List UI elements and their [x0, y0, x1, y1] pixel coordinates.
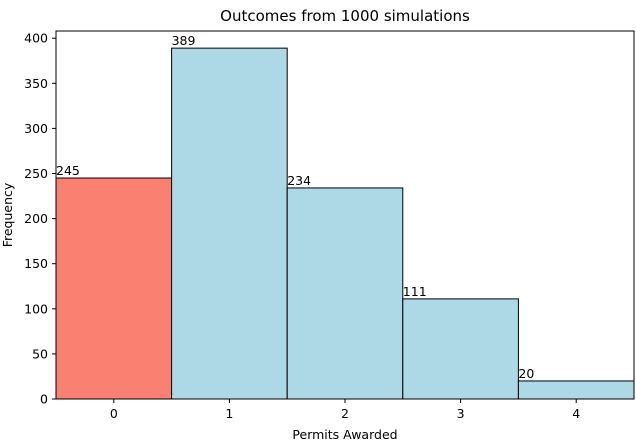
data-label-4: 20 — [518, 366, 534, 381]
bar-2 — [286, 187, 404, 400]
bar-1 — [171, 47, 288, 400]
y-tick-label: 250 — [24, 166, 48, 181]
bar-4 — [517, 380, 635, 400]
x-axis-label: Permits Awarded — [292, 427, 397, 442]
bar-3 — [402, 298, 519, 400]
plot-frame — [55, 30, 635, 400]
y-tick-label: 350 — [24, 76, 48, 91]
data-label-2: 234 — [287, 173, 311, 188]
x-tick-label: 2 — [341, 406, 349, 421]
data-label-0: 245 — [56, 163, 80, 178]
data-label-1: 389 — [172, 33, 196, 48]
x-tick-label: 4 — [572, 406, 580, 421]
y-tick-label: 0 — [40, 392, 48, 407]
y-tick-label: 150 — [24, 256, 48, 271]
y-tick-label: 300 — [24, 121, 48, 136]
y-tick-label: 200 — [24, 211, 48, 226]
data-label-3: 111 — [403, 284, 427, 299]
bars-group — [55, 47, 635, 400]
y-tick-label: 400 — [24, 31, 48, 46]
chart-title: Outcomes from 1000 simulations — [220, 7, 470, 25]
y-axis-label: Frequency — [0, 182, 15, 247]
bar-0 — [55, 177, 173, 400]
y-axis-ticks: 0 50 100 150 200 250 300 350 400 — [24, 31, 56, 407]
x-tick-label: 0 — [110, 406, 118, 421]
data-labels-group: 245 389 234 111 20 — [56, 33, 534, 381]
y-tick-label: 50 — [32, 346, 48, 361]
x-tick-label: 1 — [225, 406, 233, 421]
x-axis-ticks: 0 1 2 3 4 — [110, 399, 580, 421]
y-tick-label: 100 — [24, 301, 48, 316]
x-tick-label: 3 — [457, 406, 465, 421]
